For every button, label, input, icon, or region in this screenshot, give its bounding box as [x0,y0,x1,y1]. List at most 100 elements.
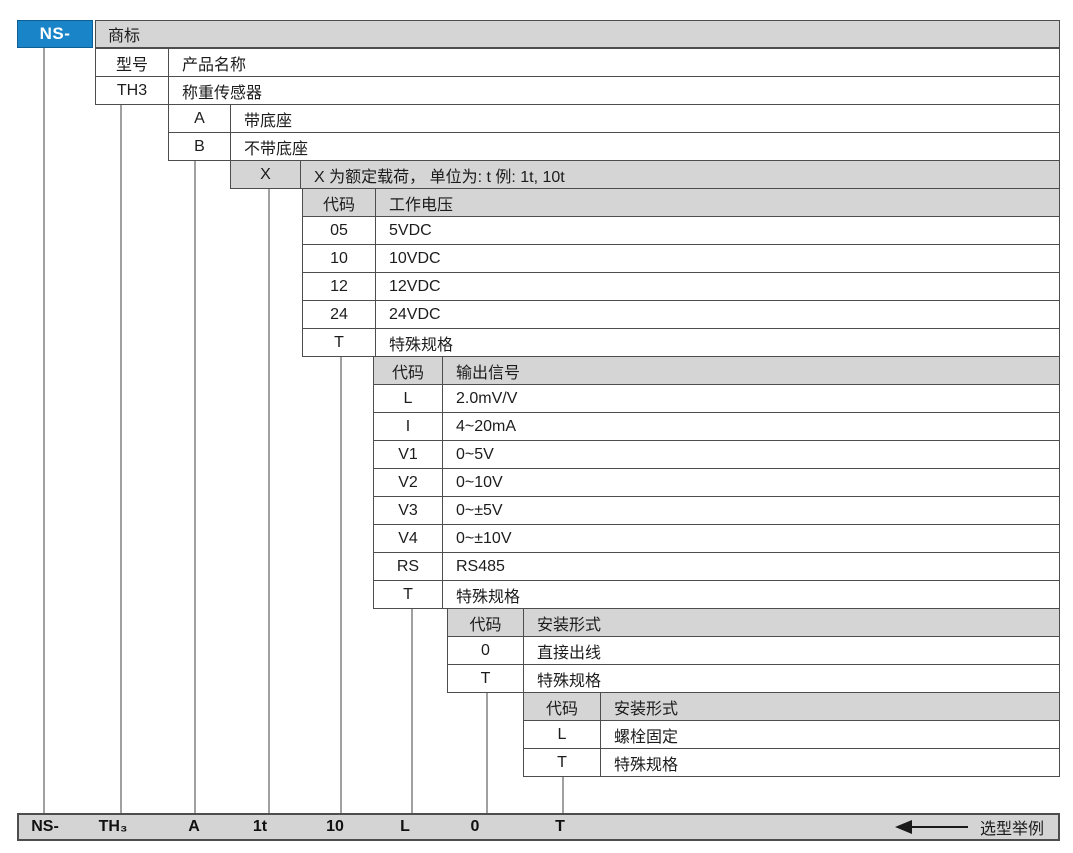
desc-cell: 4~20mA [442,413,1060,440]
table-row: TH3 称重传感器 [95,77,1060,105]
code-cell: X [230,161,300,188]
selection-example-label: 选型举例 [979,821,1044,838]
example-value: NS- [31,818,59,835]
desc-cell: 12VDC [375,273,1060,300]
table-row: I 4~20mA [373,413,1060,441]
table-row: T 特殊规格 [447,665,1060,693]
connector-line [562,776,564,813]
connector-line [340,356,342,813]
desc-cell: 0~5V [442,441,1060,468]
table-row: T 特殊规格 [373,581,1060,609]
desc-cell: 特殊规格 [600,749,1060,776]
example-value: 0 [470,818,480,835]
code-cell: 10 [302,245,375,272]
code-cell: 型号 [95,49,168,76]
code-cell: I [373,413,442,440]
desc-cell: 安装形式 [523,609,1060,636]
table-row: 0 直接出线 [447,637,1060,665]
table-row: A 带底座 [168,105,1060,133]
code-cell: V2 [373,469,442,496]
desc-cell: 0~10V [442,469,1060,496]
table-row: 12 12VDC [302,273,1060,301]
example-value: 1t [252,818,268,835]
code-cell: 代码 [447,609,523,636]
desc-cell: 0~±10V [442,525,1060,552]
desc-cell: 直接出线 [523,637,1060,664]
table-row: V4 0~±10V [373,525,1060,553]
code-cell: V3 [373,497,442,524]
desc-cell: 输出信号 [442,357,1060,384]
example-bar: 选型举例 NS- TH₃ A 1t 10 L 0 T [17,813,1060,841]
connector-line [194,160,196,813]
desc-cell: 特殊规格 [523,665,1060,692]
level-table-mounting-2: 代码 安装形式 L 螺栓固定 T 特殊规格 [523,692,1060,777]
code-cell: B [168,133,230,160]
table-row: T 特殊规格 [523,749,1060,777]
code-cell: TH3 [95,77,168,104]
desc-cell: 特殊规格 [375,329,1060,356]
example-value: 10 [326,818,344,835]
code-cell: 24 [302,301,375,328]
code-cell: RS [373,553,442,580]
table-row: 05 5VDC [302,217,1060,245]
table-row: 10 10VDC [302,245,1060,273]
level-table-output-signal: 代码 输出信号 L 2.0mV/V I 4~20mA V1 0~5V V2 0~10V V3 0~±5… [373,356,1060,609]
table-row: RS RS485 [373,553,1060,581]
brand-label: 商标 [108,28,141,45]
code-cell: T [373,581,442,608]
desc-cell: RS485 [442,553,1060,580]
example-value: TH₃ [98,818,128,835]
code-cell: 代码 [523,693,600,720]
code-cell: T [447,665,523,692]
selection-example-note: 选型举例 [894,815,1044,839]
desc-cell: 0~±5V [442,497,1060,524]
code-cell: V1 [373,441,442,468]
level-table-base: A 带底座 B 不带底座 [168,104,1060,161]
table-row: T 特殊规格 [302,329,1060,357]
example-value: L [400,818,410,835]
desc-cell: 安装形式 [600,693,1060,720]
left-arrow-icon [894,820,912,834]
desc-cell: 带底座 [230,105,1060,132]
table-row: 代码 安装形式 [523,693,1060,721]
table-row: V2 0~10V [373,469,1060,497]
desc-cell: 螺栓固定 [600,721,1060,748]
desc-cell: 10VDC [375,245,1060,272]
connector-line [411,608,413,813]
table-row: 型号 产品名称 [95,49,1060,77]
desc-cell: 称重传感器 [168,77,1060,104]
desc-cell: 5VDC [375,217,1060,244]
example-value: A [188,818,200,835]
desc-cell: 产品名称 [168,49,1060,76]
code-cell: 05 [302,217,375,244]
code-cell: T [523,749,600,776]
connector-line [120,104,122,813]
table-row: 24 24VDC [302,301,1060,329]
brand-code-box: NS- [17,20,93,48]
code-cell: 12 [302,273,375,300]
level-table-mounting-1: 代码 安装形式 0 直接出线 T 特殊规格 [447,608,1060,693]
table-row: 代码 输出信号 [373,357,1060,385]
desc-cell: 24VDC [375,301,1060,328]
brand-code: NS- [39,24,71,43]
code-cell: L [373,385,442,412]
connector-line [268,188,270,813]
brand-label-cell: 商标 [95,20,1060,48]
code-cell: L [523,721,600,748]
desc-cell: 不带底座 [230,133,1060,160]
code-cell: V4 [373,525,442,552]
table-row: L 螺栓固定 [523,721,1060,749]
table-row: 代码 安装形式 [447,609,1060,637]
code-cell: 代码 [373,357,442,384]
table-row: L 2.0mV/V [373,385,1060,413]
desc-cell: 2.0mV/V [442,385,1060,412]
table-row: B 不带底座 [168,133,1060,161]
table-row: V1 0~5V [373,441,1060,469]
desc-cell: 特殊规格 [442,581,1060,608]
level-table-working-voltage: 代码 工作电压 05 5VDC 10 10VDC 12 12VDC 24 24VDC T 特殊规格 [302,188,1060,357]
example-value: T [555,818,565,835]
connector-line [43,48,45,813]
